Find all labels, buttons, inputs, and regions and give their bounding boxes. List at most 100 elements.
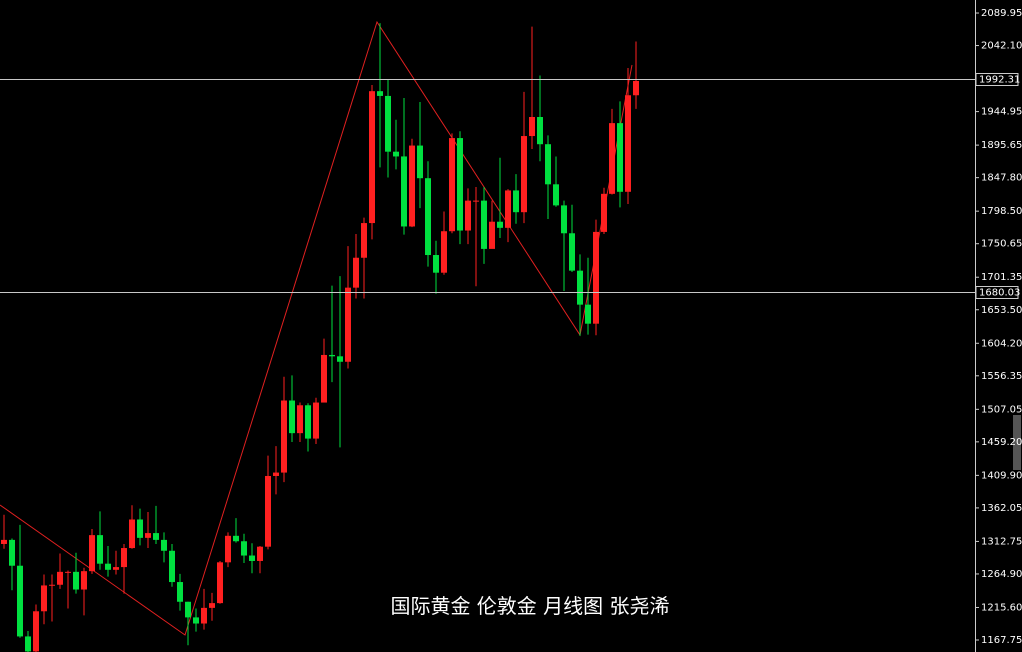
candle-body <box>497 221 503 228</box>
candle-body <box>585 304 591 324</box>
y-tick-label: 1895.65 <box>981 140 1022 151</box>
candle-body <box>249 555 255 561</box>
y-tick-label: 1556.35 <box>981 371 1022 382</box>
candle-body <box>313 402 319 439</box>
candle-body <box>329 354 335 357</box>
y-tick-label: 2042.10 <box>981 41 1022 52</box>
candle-body <box>593 231 599 324</box>
candle-body <box>449 138 455 232</box>
price-label-box <box>975 73 1019 86</box>
price-label-box <box>975 286 1019 299</box>
candle-body <box>121 548 127 568</box>
candle-body <box>417 145 423 179</box>
y-tick-label: 1215.60 <box>981 602 1022 613</box>
scrollbar <box>1013 415 1021 470</box>
candle-body <box>537 117 543 145</box>
y-tick-label: 1653.50 <box>981 305 1022 316</box>
candle-body <box>217 562 223 604</box>
candle-body <box>185 601 191 618</box>
candle-body <box>369 91 375 224</box>
candle-body <box>161 539 167 551</box>
candle-body <box>345 287 351 362</box>
candle-body <box>297 405 303 434</box>
candle-body <box>305 405 311 439</box>
candle-body <box>169 550 175 583</box>
candle-body <box>321 354 327 403</box>
candle-body <box>209 603 215 608</box>
candle-body <box>409 145 415 227</box>
candle-body <box>521 136 527 213</box>
candle-body <box>201 607 207 624</box>
price-label: 1680.03 <box>979 288 1020 299</box>
candle-body <box>193 617 199 624</box>
y-tick-label: 1750.65 <box>981 239 1022 250</box>
y-tick-label: 1264.90 <box>981 569 1022 580</box>
candle-body <box>241 541 247 556</box>
candle-body <box>625 95 631 192</box>
candle-body <box>137 519 143 538</box>
y-tick-label: 2089.95 <box>981 8 1022 19</box>
candle-body <box>473 200 479 202</box>
candle-body <box>361 223 367 258</box>
candle-body <box>465 200 471 231</box>
candle-body <box>33 611 39 652</box>
candle-body <box>225 535 231 563</box>
candle-body <box>481 200 487 249</box>
candle-body <box>441 231 447 273</box>
candle-body <box>577 270 583 305</box>
y-tick-label: 1409.90 <box>981 470 1022 481</box>
candle-body <box>425 178 431 256</box>
candle-body <box>513 190 519 213</box>
y-tick-label: 1459.20 <box>981 437 1022 448</box>
candle-body <box>401 156 407 227</box>
candle-body <box>57 571 63 585</box>
candles <box>1 23 639 652</box>
candle-body <box>617 123 623 192</box>
candle-body <box>105 563 111 570</box>
candle-body <box>337 356 343 362</box>
candle-body <box>65 571 71 573</box>
candle-body <box>153 533 159 540</box>
candle-body <box>17 565 23 637</box>
y-tick-label: 1167.75 <box>981 635 1022 646</box>
candle-body <box>233 535 239 542</box>
candle-body <box>433 255 439 273</box>
candle-body <box>73 571 79 590</box>
candle-body <box>9 539 15 566</box>
candle-body <box>89 535 95 572</box>
y-tick-label: 1847.80 <box>981 173 1022 184</box>
candle-body <box>393 151 399 157</box>
candle-body <box>257 546 263 561</box>
y-tick-label: 1312.75 <box>981 536 1022 547</box>
candle-body <box>273 472 279 476</box>
candle-body <box>561 205 567 234</box>
price-label: 1992.31 <box>979 75 1020 86</box>
candle-body <box>601 193 607 232</box>
candle-body <box>529 117 535 137</box>
candle-body <box>505 190 511 228</box>
candle-body <box>113 567 119 570</box>
candle-body <box>25 636 31 652</box>
y-tick-label: 1798.50 <box>981 206 1022 217</box>
candle-body <box>41 585 47 612</box>
candle-body <box>49 584 55 586</box>
y-tick-label: 1362.05 <box>981 503 1022 514</box>
candle-body <box>553 184 559 206</box>
candle-body <box>1 539 7 544</box>
candle-body <box>129 519 135 549</box>
y-tick-label: 1944.95 <box>981 107 1022 118</box>
candle-body <box>377 91 383 96</box>
candle-body <box>569 233 575 271</box>
candle-body <box>177 582 183 602</box>
candle-body <box>145 533 151 538</box>
candle-body <box>457 138 463 231</box>
candle-body <box>385 95 391 152</box>
candle-body <box>353 257 359 288</box>
candle-body <box>633 80 639 96</box>
candle-body <box>289 400 295 434</box>
caption: 国际黄金 伦敦金 月线图 张尧浠 <box>390 594 669 618</box>
candle-body <box>265 475 271 547</box>
y-tick-label: 1507.05 <box>981 404 1022 415</box>
